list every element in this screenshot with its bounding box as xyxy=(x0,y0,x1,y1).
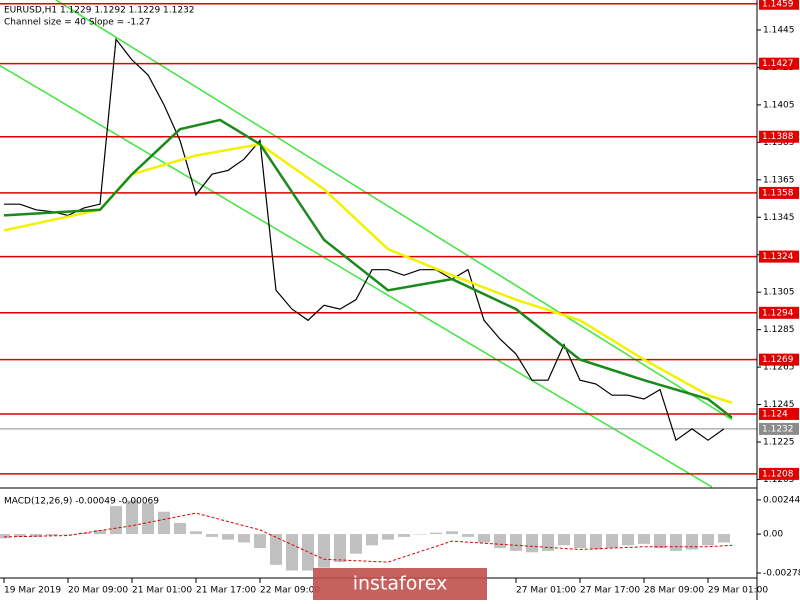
histogram-bar xyxy=(702,534,714,546)
histogram-bar xyxy=(718,534,730,543)
histogram-bar xyxy=(14,534,26,537)
histogram-bar xyxy=(62,534,74,535)
x-tick-label: 27 Mar 17:00 xyxy=(580,586,640,596)
x-tick-label: 27 Mar 01:00 xyxy=(516,586,576,596)
histogram-bar xyxy=(30,534,42,537)
level-label: 1.1208 xyxy=(762,469,794,479)
histogram-bar xyxy=(510,534,522,551)
level-label: 1.1427 xyxy=(762,59,794,69)
y-tick-label: 1.1245 xyxy=(763,400,795,410)
y-tick-label: 1.1205 xyxy=(763,475,795,485)
y-tick-label: 1.1345 xyxy=(763,213,795,223)
moving-average xyxy=(3,118,733,419)
histogram-bar xyxy=(590,534,602,550)
level-label-box xyxy=(759,57,799,70)
chart-title: EURUSD,H1 1.1229 1.1292 1.1229 1.1232 xyxy=(4,6,195,16)
x-tick-label: 29 Mar 01:00 xyxy=(708,586,768,596)
channel-line xyxy=(55,0,733,421)
y-tick-label: 1.1365 xyxy=(763,175,795,185)
level-label: 1.1294 xyxy=(762,308,794,318)
histogram-bar xyxy=(462,534,474,537)
channel-line xyxy=(0,64,713,488)
level-label: 1.1358 xyxy=(762,188,794,198)
level-label: 1.1269 xyxy=(762,355,794,365)
level-label-box xyxy=(759,306,799,319)
level-label: 1.1388 xyxy=(762,132,794,142)
y-tick-label: 1.1305 xyxy=(763,288,795,298)
histogram-bar xyxy=(46,534,58,536)
price-line xyxy=(4,37,725,442)
watermark: instaforex xyxy=(353,573,448,595)
level-label-box xyxy=(759,0,799,10)
level-label-box xyxy=(759,467,799,480)
x-tick-label: 19 Mar 2019 xyxy=(4,586,61,596)
y-tick-label: 1.1385 xyxy=(763,138,795,148)
level-label: 1.124 xyxy=(762,409,788,419)
indicator-title: MACD(12,26,9) -0.00049 -0.00069 xyxy=(4,497,159,507)
histogram-bar xyxy=(414,534,426,535)
histogram-bar xyxy=(446,531,458,535)
histogram-bar xyxy=(254,534,266,549)
histogram-bar xyxy=(222,534,234,540)
histogram-bar xyxy=(158,511,170,535)
histogram-bar xyxy=(398,534,410,537)
level-label: 1.1324 xyxy=(762,252,794,262)
level-label-box xyxy=(759,353,799,366)
last-price-box xyxy=(759,422,799,435)
histogram-bar xyxy=(0,534,10,539)
last-price-label: 1.1232 xyxy=(762,424,794,434)
histogram-bar xyxy=(526,534,538,553)
histogram-bar xyxy=(302,534,314,571)
y-tick-label: 0.00 xyxy=(763,530,783,540)
level-label-box xyxy=(759,250,799,263)
histogram-bar xyxy=(670,534,682,551)
histogram-bar xyxy=(430,532,442,535)
chart-subtitle: Channel size = 40 Slope = -1.27 xyxy=(4,18,150,28)
plot-area xyxy=(0,0,757,571)
y-tick-label: 1.1285 xyxy=(763,325,795,335)
y-tick-label: 1.1265 xyxy=(763,363,795,373)
histogram-bar xyxy=(174,522,186,535)
histogram-bar xyxy=(622,534,634,546)
histogram-bar xyxy=(142,503,154,535)
histogram-bar xyxy=(318,534,330,568)
histogram-bar xyxy=(286,534,298,571)
level-label: 1.1459 xyxy=(762,0,794,9)
histogram-bar xyxy=(478,534,490,543)
x-tick-label: 21 Mar 17:00 xyxy=(196,586,256,596)
histogram-bar xyxy=(654,534,666,549)
histogram-bar xyxy=(558,534,570,546)
x-tick-label: 22 Mar 09:00 xyxy=(260,586,320,596)
histogram-bar xyxy=(350,534,362,554)
y-tick-label: -0.00278 xyxy=(763,569,800,579)
y-tick-label: 1.1405 xyxy=(763,100,795,110)
level-label-box xyxy=(759,186,799,199)
y-tick-label: 0.00244 xyxy=(763,495,800,505)
histogram-bar xyxy=(686,534,698,550)
histogram-bar xyxy=(542,534,554,551)
x-tick-label: 28 Mar 09:00 xyxy=(644,586,704,596)
histogram-bar xyxy=(190,531,202,535)
x-tick-label: 20 Mar 09:00 xyxy=(68,586,128,596)
histogram-bar xyxy=(574,534,586,549)
histogram-bar xyxy=(206,534,218,537)
histogram-bar xyxy=(366,534,378,546)
histogram-bar xyxy=(238,534,250,543)
level-label-box xyxy=(759,130,799,143)
histogram-bar xyxy=(606,534,618,549)
y-tick-label: 1.1225 xyxy=(763,438,795,448)
y-tick-label: 1.1445 xyxy=(763,25,795,35)
histogram-bar xyxy=(110,506,122,535)
level-label-box xyxy=(759,407,799,420)
histogram-bar xyxy=(270,534,282,565)
histogram-bar xyxy=(334,534,346,563)
x-tick-label: 21 Mar 01:00 xyxy=(132,586,192,596)
histogram-bar xyxy=(494,534,506,549)
histogram-bar xyxy=(638,534,650,544)
histogram-bar xyxy=(382,534,394,540)
histogram-bar xyxy=(94,529,106,535)
watermark-box xyxy=(313,568,487,600)
